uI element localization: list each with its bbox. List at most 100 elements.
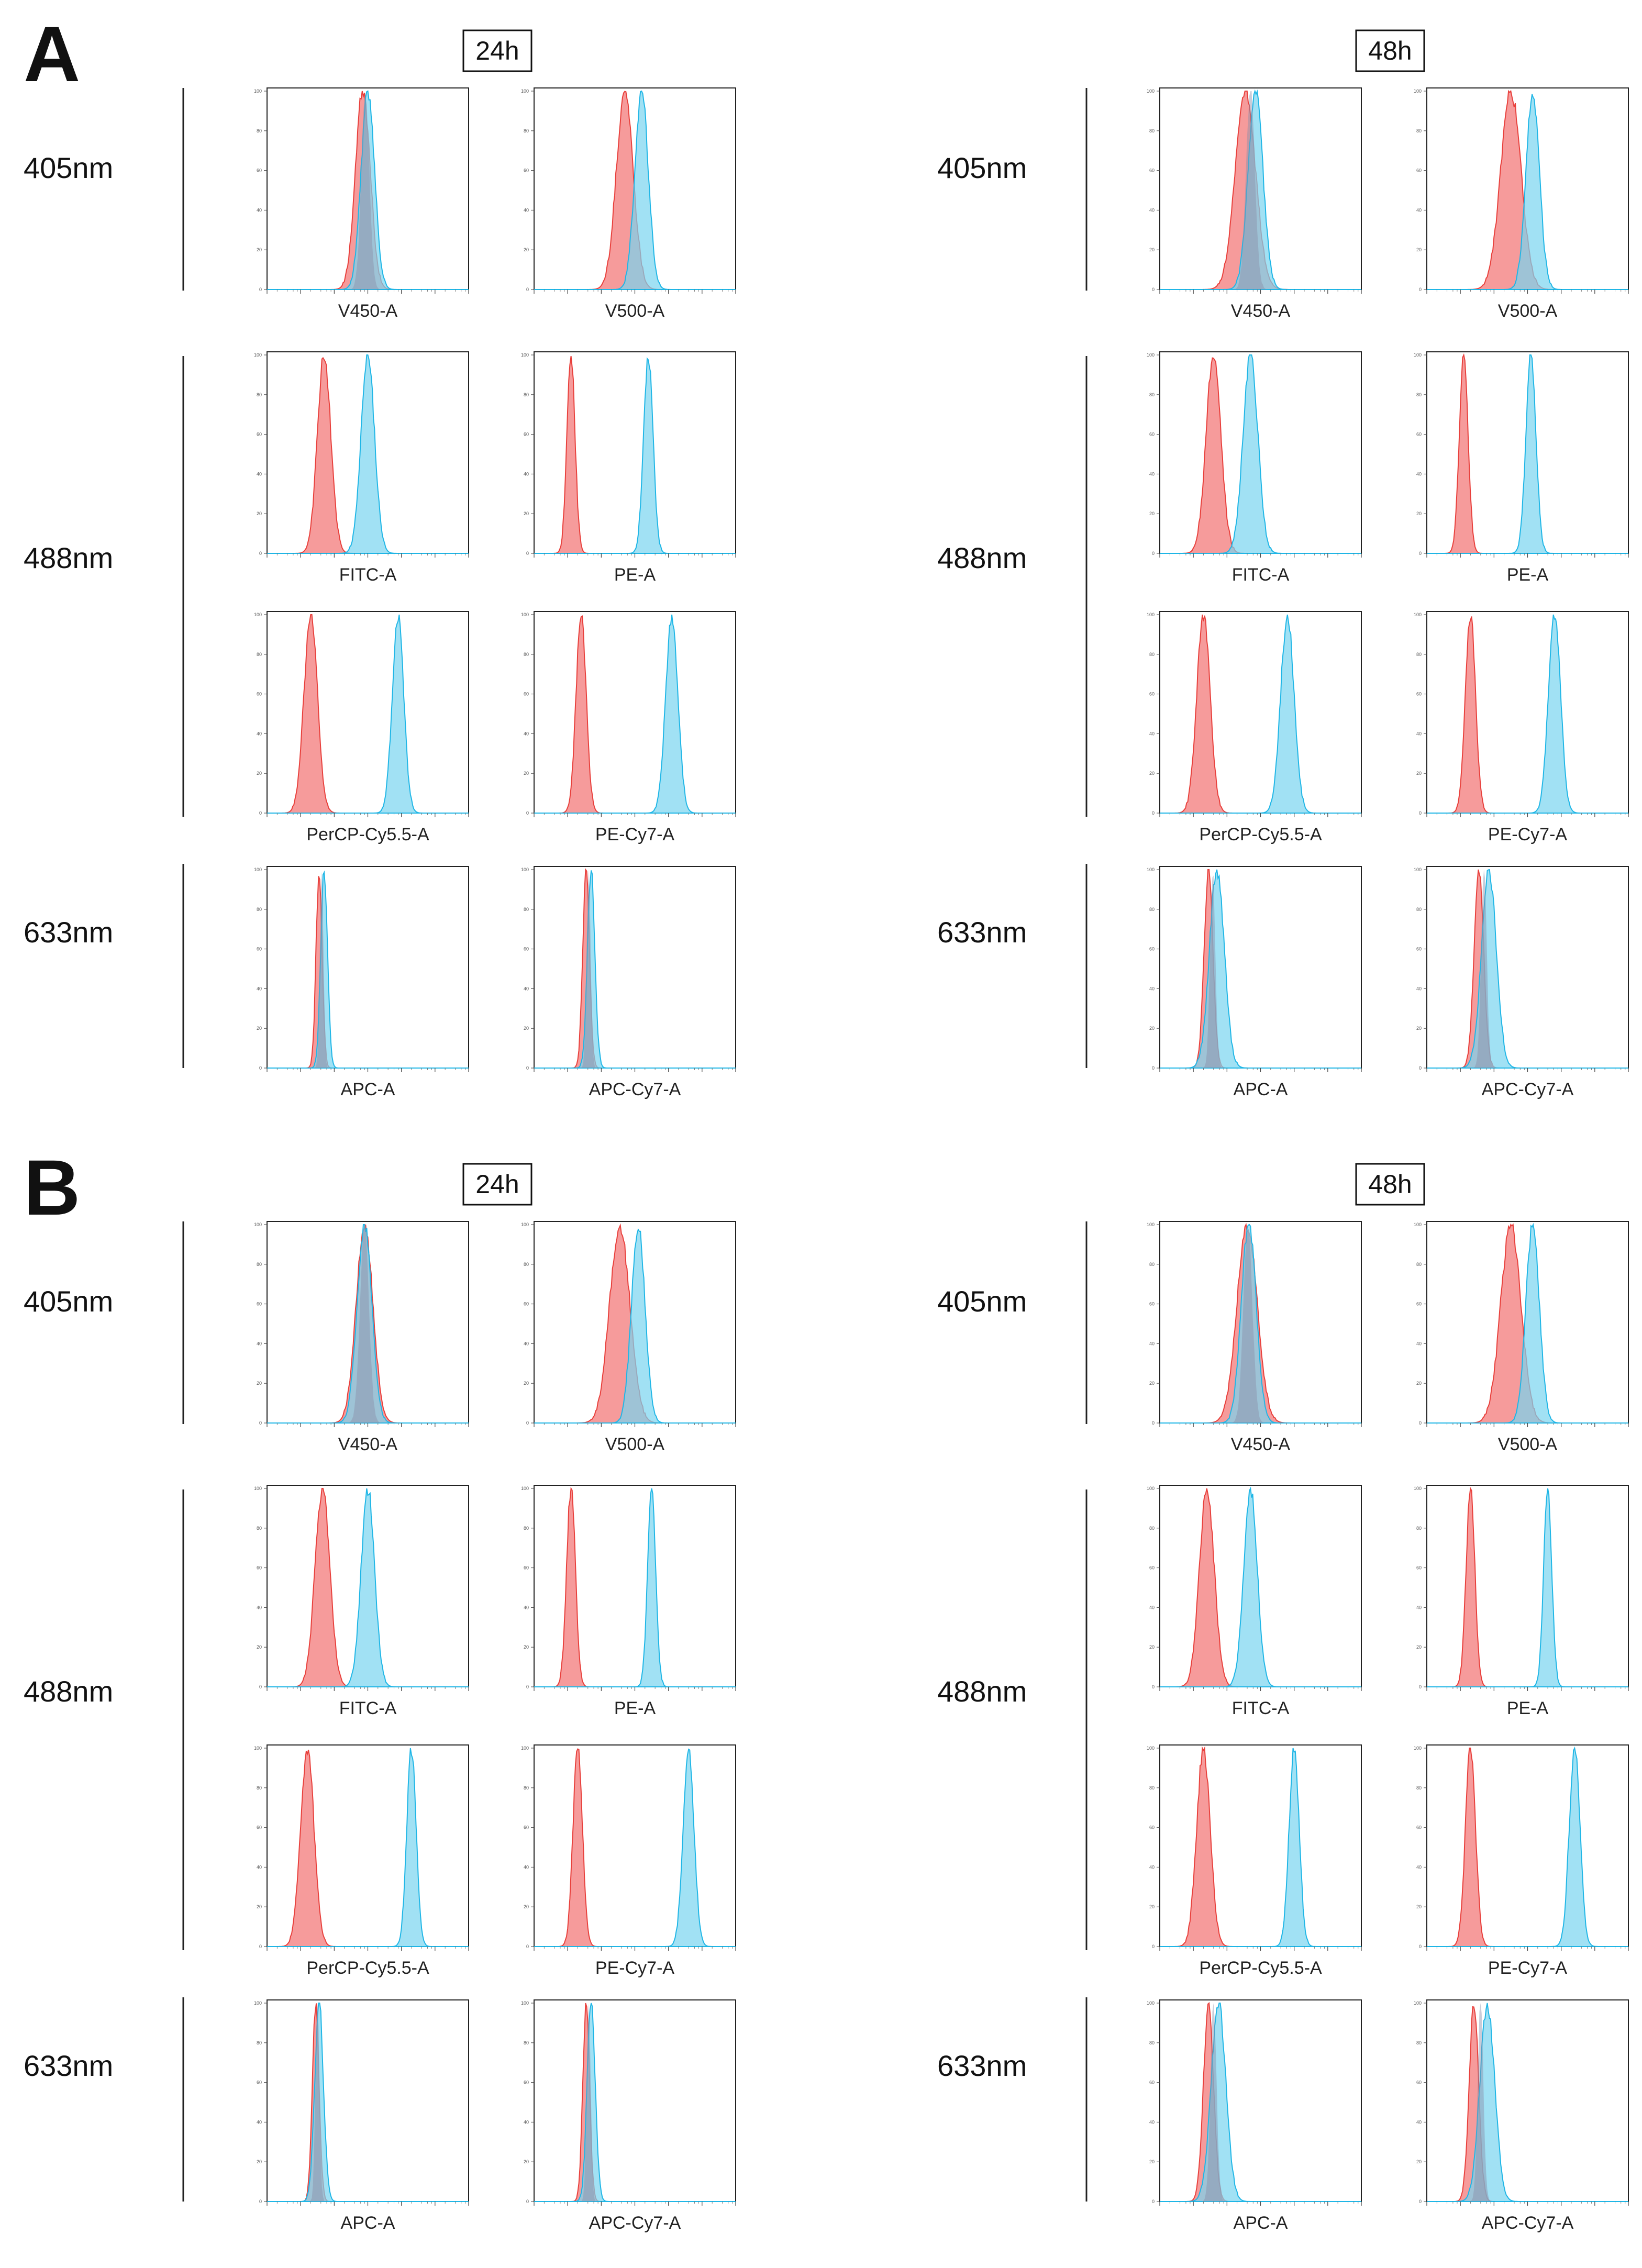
- y-tick-label: 0: [1152, 551, 1155, 556]
- y-tick-label: 60: [257, 1825, 262, 1830]
- x-axis-label: V450-A: [1231, 301, 1291, 321]
- panel-letter: A: [24, 10, 80, 98]
- y-tick-label: 80: [257, 1785, 262, 1791]
- y-tick-label: 20: [257, 511, 262, 516]
- y-tick-label: 80: [1149, 1526, 1155, 1531]
- y-tick-label: 100: [1147, 1486, 1155, 1491]
- overlap-region: [267, 1225, 469, 1423]
- y-tick-label: 20: [1149, 247, 1155, 252]
- y-tick-label: 0: [526, 1684, 529, 1689]
- stained-histogram: [1427, 869, 1628, 1069]
- x-axis-label: APC-Cy7-A: [1482, 1080, 1574, 1099]
- plot-frame: [534, 866, 736, 1069]
- y-tick-label: 20: [257, 1644, 262, 1650]
- y-tick-label: 60: [524, 692, 529, 697]
- laser-label: 405nm: [937, 1285, 1027, 1318]
- y-tick-label: 40: [524, 1341, 529, 1346]
- histogram-plot: 100 80 60 40 20 0 V450-A: [254, 87, 469, 321]
- laser-label: 488nm: [937, 541, 1027, 574]
- y-tick-label: 20: [1416, 771, 1422, 776]
- y-tick-label: 0: [1152, 1944, 1155, 1949]
- y-tick-label: 60: [1416, 168, 1422, 173]
- y-tick-label: 0: [526, 1065, 529, 1071]
- y-tick-label: 0: [526, 810, 529, 816]
- y-tick-label: 100: [521, 1222, 529, 1227]
- y-tick-label: 100: [1414, 1746, 1422, 1751]
- y-tick-label: 60: [1149, 1565, 1155, 1571]
- plot-frame: [534, 1744, 736, 1947]
- plot-frame: [1159, 1999, 1362, 2202]
- y-tick-label: 20: [257, 771, 262, 776]
- x-axis-label: V500-A: [1498, 1435, 1558, 1454]
- y-tick-label: 60: [257, 1565, 262, 1571]
- y-tick-label: 20: [1416, 247, 1422, 252]
- laser-label: 633nm: [937, 916, 1027, 949]
- y-tick-label: 40: [257, 1864, 262, 1870]
- histogram-plot: 100 80 60 40 20 0 PE-Cy7-A: [1414, 611, 1629, 844]
- histogram-plot: 100 80 60 40 20 0 V500-A: [521, 1221, 736, 1454]
- y-tick-label: 40: [257, 471, 262, 476]
- y-tick-label: 60: [257, 947, 262, 952]
- plot-frame: [1426, 1485, 1629, 1687]
- y-tick-label: 80: [524, 652, 529, 657]
- y-tick-label: 60: [1149, 692, 1155, 697]
- y-tick-label: 100: [1414, 867, 1422, 872]
- histogram-plot: 100 80 60 40 20 0 V450-A: [1147, 1221, 1362, 1454]
- histogram-plot: 100 80 60 40 20 0 APC-A: [254, 1999, 469, 2233]
- plot-frame: [1426, 611, 1629, 814]
- y-tick-label: 60: [257, 1302, 262, 1307]
- y-tick-label: 40: [1149, 1341, 1155, 1346]
- x-axis-label: V500-A: [605, 1435, 665, 1454]
- histogram-plot: 100 80 60 40 20 0 V500-A: [521, 87, 736, 321]
- histogram-plot: 100 80 60 40 20 0 PE-A: [1414, 1485, 1629, 1718]
- x-axis-label: PerCP-Cy5.5-A: [1199, 825, 1322, 844]
- y-tick-label: 100: [1147, 867, 1155, 872]
- y-tick-label: 40: [1416, 1341, 1422, 1346]
- y-tick-label: 40: [1149, 731, 1155, 736]
- y-tick-label: 80: [1416, 1526, 1422, 1531]
- y-tick-label: 0: [1152, 2199, 1155, 2204]
- histogram-plot: 100 80 60 40 20 0 PerCP-Cy5.5-A: [254, 1744, 469, 1978]
- y-tick-label: 60: [524, 2080, 529, 2085]
- overlap-region: [1160, 875, 1361, 1068]
- y-tick-label: 20: [1149, 771, 1155, 776]
- plot-frame: [1159, 611, 1362, 814]
- y-tick-label: 100: [1147, 612, 1155, 617]
- y-tick-label: 60: [257, 432, 262, 437]
- y-tick-label: 40: [1416, 986, 1422, 991]
- histogram-plot: 100 80 60 40 20 0 PerCP-Cy5.5-A: [1147, 1744, 1362, 1978]
- histogram-plot: 100 80 60 40 20 0 FITC-A: [1147, 1485, 1362, 1718]
- plot-frame: [1426, 1999, 1629, 2202]
- y-tick-label: 80: [524, 1262, 529, 1267]
- y-tick-label: 40: [524, 207, 529, 213]
- x-axis-label: V450-A: [1231, 1435, 1291, 1454]
- histogram-plot: 100 80 60 40 20 0 PerCP-Cy5.5-A: [1147, 611, 1362, 844]
- y-tick-label: 100: [1414, 2000, 1422, 2006]
- stained-histogram: [1160, 2003, 1361, 2202]
- y-tick-label: 100: [1414, 1222, 1422, 1227]
- histogram-plot: 100 80 60 40 20 0 PE-Cy7-A: [521, 611, 736, 844]
- y-tick-label: 0: [1419, 810, 1422, 816]
- y-tick-label: 80: [1416, 1262, 1422, 1267]
- x-axis-label: APC-Cy7-A: [589, 2213, 681, 2233]
- y-tick-label: 40: [1416, 731, 1422, 736]
- y-tick-label: 100: [1147, 88, 1155, 94]
- y-tick-label: 40: [1149, 986, 1155, 991]
- histogram-plot: 100 80 60 40 20 0 PE-Cy7-A: [521, 1744, 736, 1978]
- x-axis-label: PE-A: [614, 1698, 656, 1718]
- y-tick-label: 40: [524, 731, 529, 736]
- y-tick-label: 20: [524, 1381, 529, 1386]
- y-tick-label: 20: [1149, 1904, 1155, 1909]
- y-tick-label: 20: [1149, 511, 1155, 516]
- y-tick-label: 0: [526, 1944, 529, 1949]
- y-tick-label: 40: [524, 2119, 529, 2125]
- y-tick-label: 60: [1416, 2080, 1422, 2085]
- y-tick-label: 80: [1149, 2040, 1155, 2045]
- y-tick-label: 40: [1149, 1605, 1155, 1610]
- y-tick-label: 40: [257, 2119, 262, 2125]
- y-tick-label: 0: [526, 551, 529, 556]
- y-tick-label: 40: [1149, 1864, 1155, 1870]
- y-tick-label: 100: [1414, 612, 1422, 617]
- y-tick-label: 20: [524, 771, 529, 776]
- y-tick-label: 80: [1416, 392, 1422, 397]
